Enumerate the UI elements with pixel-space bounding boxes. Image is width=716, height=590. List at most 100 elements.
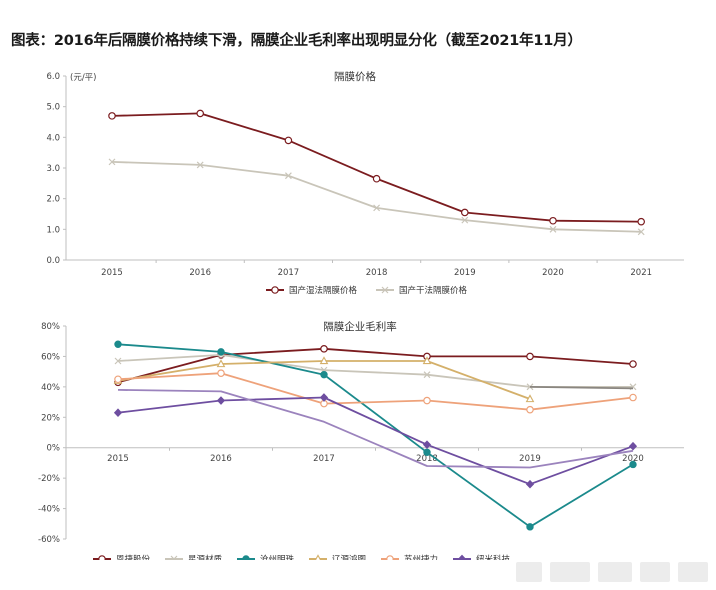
series-7 (529, 386, 634, 390)
y-tick-label: -60% (38, 535, 60, 545)
series-3 (113, 356, 535, 403)
data-point (460, 208, 469, 217)
series-line (117, 354, 633, 388)
x-tick-label: 2021 (630, 268, 652, 278)
data-point (549, 225, 557, 233)
chart-title: 隔膜企业毛利率 (323, 320, 397, 333)
data-point (320, 345, 328, 353)
legend-label: 苏州捷力 (404, 554, 438, 560)
x-tick-label: 2015 (107, 454, 129, 464)
data-point (216, 359, 226, 368)
data-point (373, 204, 381, 212)
y-tick-label: 0% (47, 444, 61, 454)
legend-label: 辽源鸿图 (332, 554, 366, 560)
y-tick-label: 4.0 (46, 133, 60, 143)
data-point (319, 356, 329, 365)
x-tick-label: 2020 (622, 454, 644, 464)
data-point (629, 393, 637, 402)
series-0 (108, 109, 646, 226)
series-line (117, 347, 634, 384)
y-tick-label: 40% (41, 383, 60, 393)
data-point (461, 216, 469, 224)
x-tick-label: 2017 (313, 454, 335, 464)
y-tick-label: 2.0 (46, 195, 60, 205)
legend-label: 国产湿法隔膜价格 (289, 285, 358, 296)
legend-sample-marker (271, 286, 279, 294)
data-point (629, 460, 637, 469)
data-point (423, 396, 431, 405)
legend-label: 国产干法隔膜价格 (399, 285, 468, 296)
series-line (117, 389, 634, 469)
legend: 国产湿法隔膜价格 国产干法隔膜价格 (266, 285, 468, 296)
y-tick-label: 6.0 (46, 72, 60, 82)
series-line (111, 112, 642, 223)
data-point (423, 371, 431, 379)
data-point (422, 440, 432, 449)
data-point (114, 357, 122, 365)
legend-label: 纽米科技 (476, 554, 511, 560)
data-point (526, 405, 534, 414)
data-point (549, 216, 557, 225)
x-tick-label: 2019 (519, 454, 541, 464)
gross-margin-chart: 隔膜企业毛利率 -60% -40% -20% 0% 20% 40% 60% 80% 2015 201… (38, 320, 684, 560)
y-tick-label: 60% (41, 352, 60, 362)
data-point (525, 479, 535, 489)
series-1 (108, 158, 645, 236)
data-point (217, 369, 225, 377)
series-line (117, 372, 634, 411)
data-point (114, 375, 122, 384)
separator-price-chart: 隔膜价格 (元/平) 0.0 1.0 2.0 3.0 4.0 5.0 6.0 2015 2016 20… (46, 70, 684, 296)
legend-sample-marker (386, 555, 394, 560)
series-4 (114, 369, 637, 414)
y-tick-label: 3.0 (46, 164, 60, 174)
legend-sample-marker (381, 286, 389, 294)
data-point (629, 360, 637, 368)
series-line (117, 396, 634, 486)
x-tick-label: 2020 (542, 268, 564, 278)
data-point (114, 340, 122, 348)
series-line (529, 386, 634, 390)
y-unit-label: (元/平) (70, 73, 97, 83)
data-point (526, 523, 534, 531)
y-tick-label: -40% (38, 505, 60, 515)
x-tick-label: 2016 (210, 454, 232, 464)
legend: 恩捷股份 星源材质 沧州明珠 辽源鸿图 苏州捷力 纽米科技 (93, 554, 511, 560)
chart-title: 隔膜价格 (334, 70, 376, 83)
legend-label: 星源材质 (188, 554, 223, 560)
legend-sample-marker (98, 555, 106, 560)
data-point (217, 348, 225, 356)
legend-sample-marker (170, 555, 178, 560)
x-tick-label: 2017 (278, 268, 300, 278)
data-point (216, 396, 226, 405)
y-tick-label: 5.0 (46, 103, 60, 113)
data-point (284, 172, 292, 180)
legend-sample-marker (314, 554, 322, 560)
legend-item: 国产干法隔膜价格 (376, 285, 468, 296)
data-point (113, 408, 123, 418)
legend-item: 沧州明珠 (237, 554, 295, 560)
data-point (637, 217, 646, 226)
page-title: 图表：2016年后隔膜价格持续下滑，隔膜企业毛利率出现明显分化（截至2021年1… (11, 33, 582, 49)
data-point (526, 352, 534, 361)
data-point (320, 370, 328, 379)
legend-sample-marker (457, 554, 467, 560)
y-tick-label: 20% (41, 413, 60, 423)
legend-item: 辽源鸿图 (309, 554, 366, 560)
x-tick-label: 2016 (189, 268, 211, 278)
data-point (196, 109, 205, 118)
data-point (423, 448, 431, 456)
y-tick-label: 1.0 (46, 225, 60, 235)
legend-item: 纽米科技 (453, 554, 511, 560)
data-point (108, 158, 116, 166)
data-point (319, 393, 329, 402)
data-point (196, 161, 204, 169)
data-point (628, 441, 638, 451)
data-point (108, 112, 116, 120)
legend-label: 恩捷股份 (116, 554, 151, 560)
y-tick-label: 0.0 (46, 256, 60, 266)
data-point (284, 136, 293, 145)
series-5 (113, 393, 638, 489)
legend-item: 星源材质 (165, 554, 223, 560)
data-point (526, 383, 534, 391)
legend-item: 国产湿法隔膜价格 (266, 285, 358, 296)
